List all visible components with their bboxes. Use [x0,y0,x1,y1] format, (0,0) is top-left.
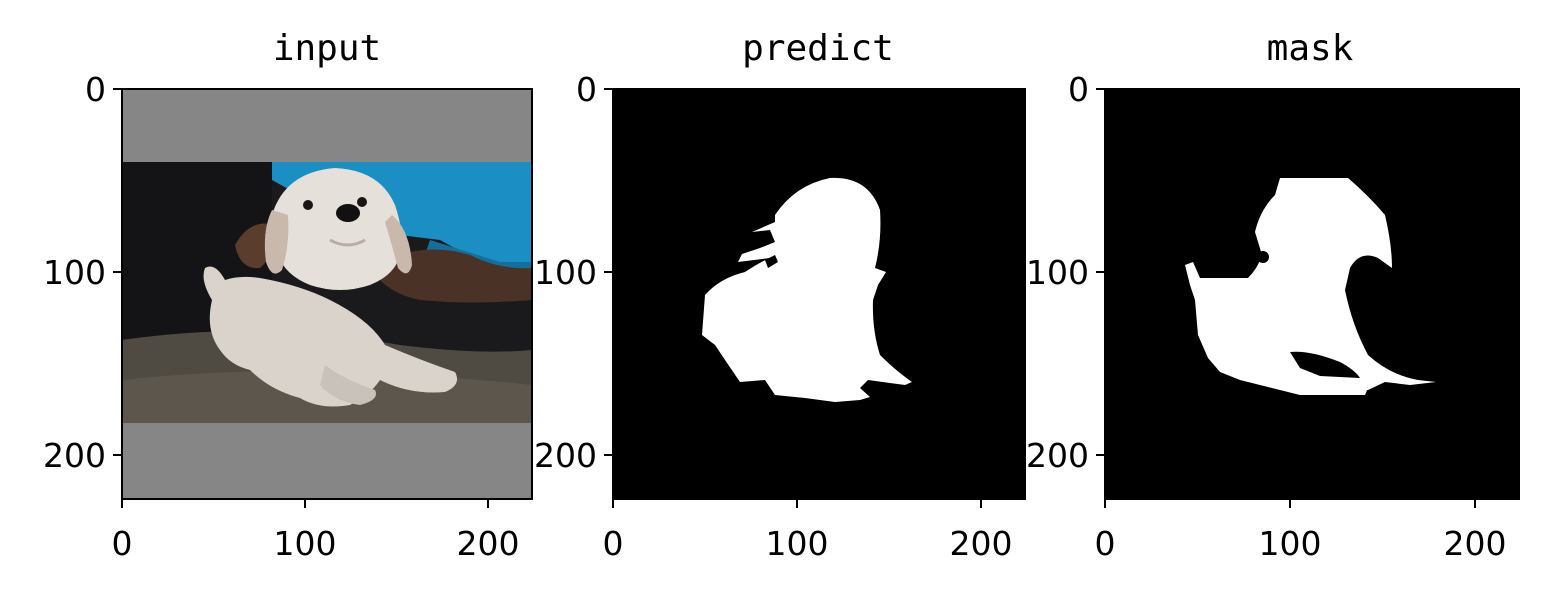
mask-region [1185,178,1436,395]
x-ticks: 0 100 200 [112,499,520,563]
x-ticks: 0 100 200 [1095,499,1507,563]
y-tick-label: 200 [534,436,597,475]
panel-predict: predict 0 100 200 0 100 200 [534,28,1026,563]
y-tick-label: 200 [43,436,106,475]
input-image [122,89,532,499]
y-ticks: 0 100 200 [1026,70,1105,475]
x-ticks: 0 100 200 [603,499,1013,563]
y-tick-label: 100 [1026,253,1089,292]
x-tick-label: 200 [1444,524,1507,563]
x-tick-label: 0 [1095,524,1116,563]
y-tick-label: 0 [1068,70,1089,109]
photo-puppy-head [271,168,402,290]
photo-puppy-body [203,266,458,407]
x-tick-label: 200 [950,524,1013,563]
x-tick-label: 0 [603,524,624,563]
photo-arm [380,249,532,303]
y-tick-label: 0 [85,70,106,109]
y-tick-label: 200 [1026,436,1089,475]
panel-mask: mask 0 100 200 0 100 200 [1026,28,1520,563]
x-tick-label: 100 [274,524,337,563]
axes-frame [612,88,1026,500]
y-ticks: 0 100 200 [43,70,122,475]
predict-mask-region [702,177,912,402]
x-tick-label: 100 [1259,524,1322,563]
y-tick-label: 0 [576,70,597,109]
axes-frame [121,88,533,500]
panel-title-input: input [273,28,381,69]
x-tick-label: 100 [766,524,829,563]
x-tick-label: 200 [457,524,520,563]
y-ticks: 0 100 200 [534,70,613,475]
y-tick-label: 100 [43,253,106,292]
y-tick-label: 100 [534,253,597,292]
panel-title-predict: predict [742,28,894,69]
axes-frame [1104,88,1520,500]
panel-title-mask: mask [1267,28,1354,69]
panel-input: input [43,28,533,563]
x-tick-label: 0 [112,524,133,563]
